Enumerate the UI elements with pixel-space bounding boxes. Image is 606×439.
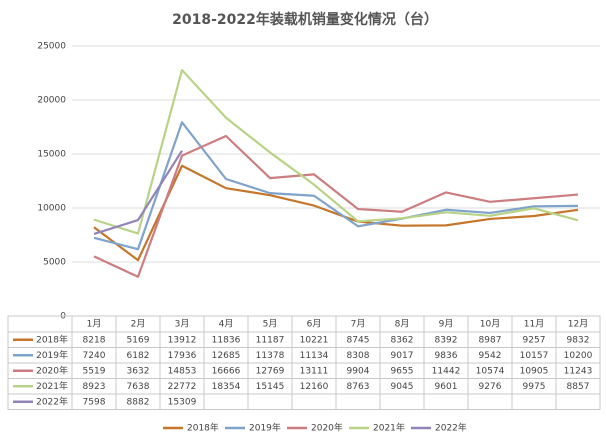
x-tick-label: 10月 — [480, 319, 500, 330]
table-cell: 10157 — [520, 351, 549, 361]
x-tick-label: 11月 — [524, 319, 544, 330]
y-tick-label: 5000 — [43, 258, 66, 268]
table-cell: 5519 — [83, 366, 106, 376]
x-tick-label: 4月 — [219, 319, 234, 330]
x-tick-label: 1月 — [87, 319, 102, 330]
table-cell: 8308 — [347, 351, 370, 361]
table-cell: 10200 — [564, 351, 593, 361]
table-cell: 11134 — [300, 351, 329, 361]
legend-label: 2019年 — [249, 422, 281, 434]
x-tick-label: 8月 — [395, 319, 410, 330]
table-cell: 9542 — [479, 351, 502, 361]
table-cell: 17936 — [168, 351, 197, 361]
table-cell: 9904 — [347, 366, 370, 376]
table-cell: 3632 — [127, 366, 150, 376]
table-row-label: 2020年 — [36, 364, 68, 376]
table-cell: 15309 — [168, 397, 197, 407]
table-cell: 12160 — [300, 382, 329, 392]
series-line — [93, 150, 183, 235]
table-row-label: 2019年 — [36, 349, 68, 361]
table-cell: 10221 — [300, 335, 329, 345]
table-cell: 14853 — [168, 366, 197, 376]
table-row-label: 2022年 — [36, 395, 68, 407]
table-cell: 8218 — [83, 335, 106, 345]
table-cell: 11836 — [212, 335, 241, 345]
table-cell: 5169 — [127, 335, 150, 345]
table-cell: 12769 — [256, 366, 285, 376]
series-line — [93, 164, 579, 262]
legend-label: 2021年 — [373, 422, 405, 434]
table-row-label: 2018年 — [36, 333, 68, 345]
table-cell: 9601 — [435, 382, 458, 392]
table-cell: 9655 — [391, 366, 414, 376]
x-tick-label: 12月 — [568, 319, 588, 330]
table-cell: 15145 — [256, 382, 285, 392]
table-cell: 11442 — [432, 366, 461, 376]
series-line — [93, 121, 579, 251]
table-cell: 10574 — [476, 366, 505, 376]
table-cell: 9276 — [479, 382, 502, 392]
chart-title: 2018-2022年装载机销量变化情况（台） — [172, 11, 438, 28]
table-cell: 8987 — [479, 335, 502, 345]
legend-label: 2020年 — [311, 422, 343, 434]
y-tick-label: 20000 — [37, 96, 66, 106]
table-cell: 11243 — [564, 366, 593, 376]
y-tick-label: 25000 — [37, 42, 66, 52]
x-tick-label: 9月 — [439, 319, 454, 330]
table-cell: 22772 — [168, 382, 197, 392]
legend-label: 2018年 — [187, 422, 219, 434]
table-cell: 9832 — [567, 335, 590, 345]
table-cell: 12685 — [212, 351, 241, 361]
table-cell: 16666 — [212, 366, 241, 376]
table-cell: 9017 — [391, 351, 414, 361]
table-cell: 10905 — [520, 366, 549, 376]
table-cell: 8362 — [391, 335, 414, 345]
table-cell: 8923 — [83, 382, 106, 392]
table-cell: 9257 — [523, 335, 546, 345]
y-tick-label: 10000 — [37, 204, 66, 214]
series-line — [93, 68, 579, 235]
table-cell: 13111 — [300, 366, 329, 376]
x-tick-label: 6月 — [307, 319, 322, 330]
table-cell: 8392 — [435, 335, 458, 345]
table-cell: 7240 — [83, 351, 106, 361]
table-cell: 8763 — [347, 382, 370, 392]
table-cell: 9836 — [435, 351, 458, 361]
table-cell: 9975 — [523, 382, 546, 392]
series-line — [93, 134, 579, 278]
table-cell: 9045 — [391, 382, 414, 392]
table-cell: 8745 — [347, 335, 370, 345]
table-cell: 7638 — [127, 382, 150, 392]
table-row-label: 2021年 — [36, 380, 68, 392]
table-cell: 11187 — [256, 335, 285, 345]
table-cell: 11378 — [256, 351, 285, 361]
x-tick-label: 3月 — [175, 319, 190, 330]
table-cell: 18354 — [212, 382, 241, 392]
table-cell: 13912 — [168, 335, 197, 345]
table-cell: 7598 — [83, 397, 106, 407]
x-tick-label: 2月 — [131, 319, 146, 330]
table-cell: 8857 — [567, 382, 590, 392]
table-cell: 6182 — [127, 351, 150, 361]
legend-label: 2022年 — [435, 422, 467, 434]
y-tick-label: 15000 — [37, 150, 66, 160]
x-tick-label: 7月 — [351, 319, 366, 330]
x-tick-label: 5月 — [263, 319, 278, 330]
table-cell: 8882 — [127, 397, 150, 407]
